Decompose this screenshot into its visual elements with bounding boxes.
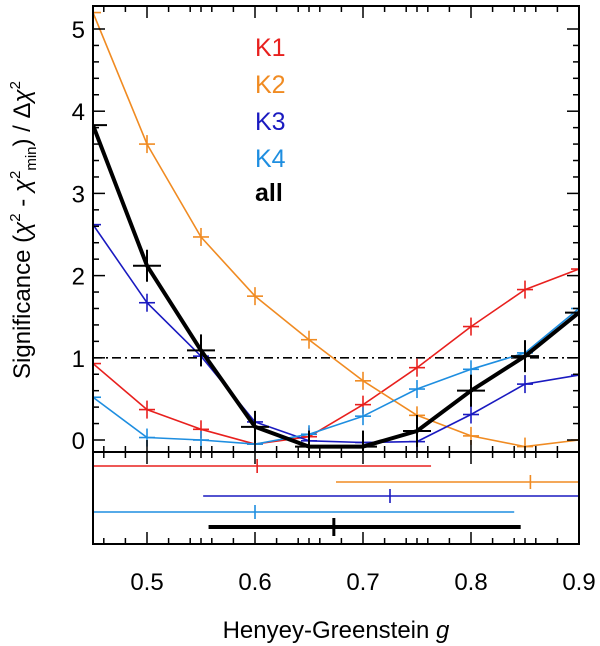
y-axis-title: Significance (χ2 - χ2min) / Δχ2: [7, 81, 40, 379]
y-tick-label: 0: [72, 428, 85, 455]
series-line-k2: [93, 12, 579, 448]
y-tick-label: 4: [72, 99, 85, 126]
series-line-all: [93, 124, 579, 449]
x-axis-title: Henyey-Greenstein g: [223, 617, 450, 644]
series-point-k3: [571, 366, 579, 385]
legend-label-all: all: [255, 179, 283, 207]
series-point-all: [403, 414, 431, 447]
interval-panel-frame: [92, 451, 580, 545]
interval-k3: [203, 489, 579, 503]
series-point-k1: [93, 354, 101, 373]
y-tick-label: 5: [72, 17, 85, 44]
legend-label-k2: K2: [255, 71, 286, 99]
legend: K1 K2 K3 K4 all: [255, 34, 286, 207]
x-tick-label: 0.8: [454, 569, 487, 596]
series-point-k1: [571, 260, 579, 279]
series-line-k3: [93, 224, 579, 444]
series-point-all: [565, 296, 579, 329]
series-point-k3: [139, 293, 155, 312]
x-tick-label: 0.6: [238, 569, 271, 596]
axes: 0 1 2 3 4 5 0.5 0.6 0.7 0.8 0.9: [72, 5, 596, 596]
series-point-k4: [355, 407, 371, 426]
series-point-k1: [463, 317, 479, 336]
main-panel-plot-area: [93, 6, 579, 452]
legend-label-k1: K1: [255, 34, 286, 62]
series-point-k2: [247, 287, 263, 306]
series-point-all: [133, 249, 161, 282]
interval-k1: [93, 459, 432, 473]
series-point-k1: [139, 400, 155, 419]
x-tick-label: 0.5: [130, 569, 163, 596]
y-tick-label: 1: [72, 346, 85, 373]
series-point-k1: [517, 280, 533, 299]
y-tick-label: 3: [72, 181, 85, 208]
series-point-k2: [301, 330, 317, 349]
series-point-k3: [463, 405, 479, 424]
series-point-all: [457, 374, 485, 407]
interval-k2: [336, 475, 579, 489]
series-point-k3: [517, 375, 533, 394]
y-tick-label: 2: [72, 264, 85, 291]
series-point-k2: [93, 6, 101, 22]
legend-label-k4: K4: [255, 145, 286, 173]
series-point-k1: [409, 358, 425, 377]
series-point-all: [511, 340, 539, 373]
series-line-k4: [93, 307, 579, 445]
series-point-all: [93, 109, 107, 142]
series-point-all: [241, 410, 269, 443]
series-point-k2: [139, 135, 155, 154]
series-point-k3: [93, 215, 101, 234]
series-point-k4: [93, 388, 101, 407]
x-tick-label: 0.7: [346, 569, 379, 596]
interval-k4: [93, 505, 515, 519]
series-line-k1: [93, 268, 579, 445]
interval-all: [208, 518, 521, 536]
series-point-all: [187, 334, 215, 367]
legend-label-k3: K3: [255, 108, 286, 136]
x-tick-label: 0.9: [562, 569, 595, 596]
series-point-k2: [193, 227, 209, 246]
series-point-k4: [409, 380, 425, 399]
interval-panel-plot-area: [93, 459, 579, 536]
series-point-k2: [355, 371, 371, 390]
main-panel-frame: [92, 5, 580, 453]
